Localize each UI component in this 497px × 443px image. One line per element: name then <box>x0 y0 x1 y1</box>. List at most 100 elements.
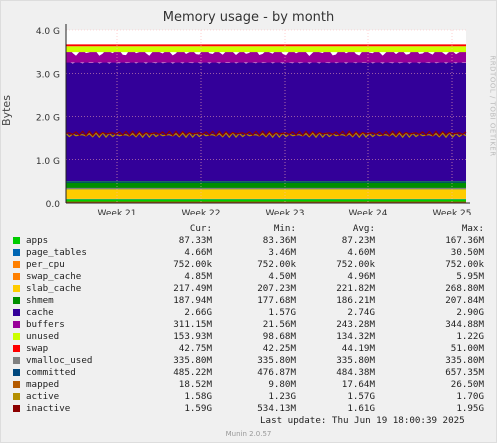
legend-value: 177.68M <box>257 295 296 306</box>
legend-series-name: shmem <box>26 295 54 306</box>
legend-value: 4.85M <box>184 271 212 282</box>
y-tick-label: 0.0 <box>46 200 61 210</box>
legend-value: 657.35M <box>445 367 484 378</box>
legend-value: 42.75M <box>178 343 212 354</box>
legend-value: 344.88M <box>445 319 484 330</box>
legend-value: 9.80M <box>268 379 296 390</box>
legend-row: page_tables 4.66M 3.46M 4.60M 30.50M <box>12 247 492 259</box>
legend-value: 243.28M <box>336 319 375 330</box>
legend-value: 42.25M <box>262 343 296 354</box>
legend-row: committed 485.22M 476.87M 484.38M 657.35M <box>12 367 492 379</box>
legend-row: swap_cache 4.85M 4.50M 4.96M 5.95M <box>12 271 492 283</box>
legend-row: slab_cache 217.49M 207.23M 221.82M 268.80M <box>12 283 492 295</box>
area-slab_cache <box>66 189 466 199</box>
legend-value: 26.50M <box>450 379 484 390</box>
legend-value: 534.13M <box>257 403 296 414</box>
legend-value: 335.80M <box>257 355 296 366</box>
legend-row: per_cpu 752.00k 752.00k 752.00k 752.00k <box>12 259 492 271</box>
legend-row: active 1.58G 1.23G 1.57G 1.70G <box>12 391 492 403</box>
legend-series-name: cache <box>26 307 54 318</box>
legend-value: 18.52M <box>178 379 212 390</box>
legend-row: buffers 311.15M 21.56M 243.28M 344.88M <box>12 319 492 331</box>
legend-series-name: buffers <box>26 319 65 330</box>
legend-value: 17.64M <box>341 379 375 390</box>
legend-value: 752.00k <box>445 259 484 270</box>
legend-value: 21.56M <box>262 319 296 330</box>
area-shmem <box>66 181 466 190</box>
legend-row: inactive 1.59G 534.13M 1.61G 1.95G <box>12 403 492 415</box>
legend-value: 30.50M <box>450 247 484 258</box>
legend-swatch <box>13 237 20 244</box>
legend-value: 207.23M <box>257 283 296 294</box>
legend-value: 3.46M <box>268 247 296 258</box>
legend-row: cache 2.66G 1.57G 2.74G 2.90G <box>12 307 492 319</box>
legend-value: 153.93M <box>173 331 212 342</box>
legend-series-name: swap <box>26 343 49 354</box>
x-tick-label: Week 23 <box>266 209 305 215</box>
legend-value: 1.23G <box>268 391 296 402</box>
legend-col-max: Max: <box>461 223 484 234</box>
legend-value: 752.00k <box>336 259 375 270</box>
y-tick-label: 3.0 G <box>36 70 60 80</box>
line-active <box>65 131 467 139</box>
legend-value: 207.84M <box>445 295 484 306</box>
legend-value: 335.80M <box>173 355 212 366</box>
legend-swatch <box>13 405 20 412</box>
chart-title: Memory usage - by month <box>162 10 335 25</box>
legend-value: 4.96M <box>347 271 375 282</box>
legend-value: 87.33M <box>178 235 212 246</box>
legend-value: 83.36M <box>262 235 296 246</box>
munin-version: Munin 2.0.57 <box>225 430 272 438</box>
legend-series-name: committed <box>26 367 76 378</box>
legend-swatch <box>13 357 20 364</box>
legend-value: 1.57G <box>347 391 375 402</box>
legend-row: mapped 18.52M 9.80M 17.64M 26.50M <box>12 379 492 391</box>
legend-value: 485.22M <box>173 367 212 378</box>
legend-header: Cur: Min: Avg: Max: <box>12 223 492 235</box>
legend-value: 87.23M <box>341 235 375 246</box>
legend-swatch <box>13 345 20 352</box>
legend-swatch <box>13 297 20 304</box>
legend-value: 2.66G <box>184 307 212 318</box>
legend-swatch <box>13 381 20 388</box>
legend-swatch <box>13 249 20 256</box>
x-tick-label: Week 25 <box>433 209 472 215</box>
legend-series-name: per_cpu <box>26 259 65 270</box>
legend-series-name: slab_cache <box>26 283 82 294</box>
legend-value: 4.50M <box>268 271 296 282</box>
legend-value: 335.80M <box>336 355 375 366</box>
x-tick-label: Week 24 <box>349 209 388 215</box>
legend: Cur: Min: Avg: Max: apps 87.33M 83.36M 87.2… <box>12 223 492 415</box>
x-tick-label: Week 22 <box>182 209 221 215</box>
legend-row: swap 42.75M 42.25M 44.19M 51.00M <box>12 343 492 355</box>
legend-series-name: swap_cache <box>26 271 82 282</box>
last-update: Last update: Thu Jun 19 18:00:39 2025 <box>260 415 465 426</box>
legend-value: 4.60M <box>347 247 375 258</box>
legend-value: 186.21M <box>336 295 375 306</box>
legend-col-min: Min: <box>273 223 296 234</box>
area-swap <box>66 44 466 47</box>
legend-row: unused 153.93M 98.68M 134.32M 1.22G <box>12 331 492 343</box>
legend-value: 5.95M <box>456 271 484 282</box>
legend-series-name: page_tables <box>26 247 87 258</box>
y-tick-label: 4.0 G <box>36 27 60 37</box>
legend-series-name: unused <box>26 331 60 342</box>
legend-row: vmalloc_used 335.80M 335.80M 335.80M 335.80M <box>12 355 492 367</box>
legend-value: 1.22G <box>456 331 484 342</box>
legend-value: 752.00k <box>257 259 296 270</box>
legend-swatch <box>13 333 20 340</box>
legend-col-cur: Cur: <box>189 223 212 234</box>
legend-value: 1.61G <box>347 403 375 414</box>
legend-value: 4.66M <box>184 247 212 258</box>
legend-value: 1.95G <box>456 403 484 414</box>
legend-value: 1.59G <box>184 403 212 414</box>
legend-value: 51.00M <box>450 343 484 354</box>
legend-series-name: apps <box>26 235 49 246</box>
legend-value: 1.57G <box>268 307 296 318</box>
legend-value: 484.38M <box>336 367 375 378</box>
legend-swatch <box>13 273 20 280</box>
legend-value: 44.19M <box>341 343 375 354</box>
x-tick-label: Week 21 <box>98 209 137 215</box>
plot-svg: 0.0 1.0 G 2.0 G 3.0 G 4.0 G Week 21 Week 22 Wee… <box>36 24 472 215</box>
legend-value: 217.49M <box>173 283 212 294</box>
